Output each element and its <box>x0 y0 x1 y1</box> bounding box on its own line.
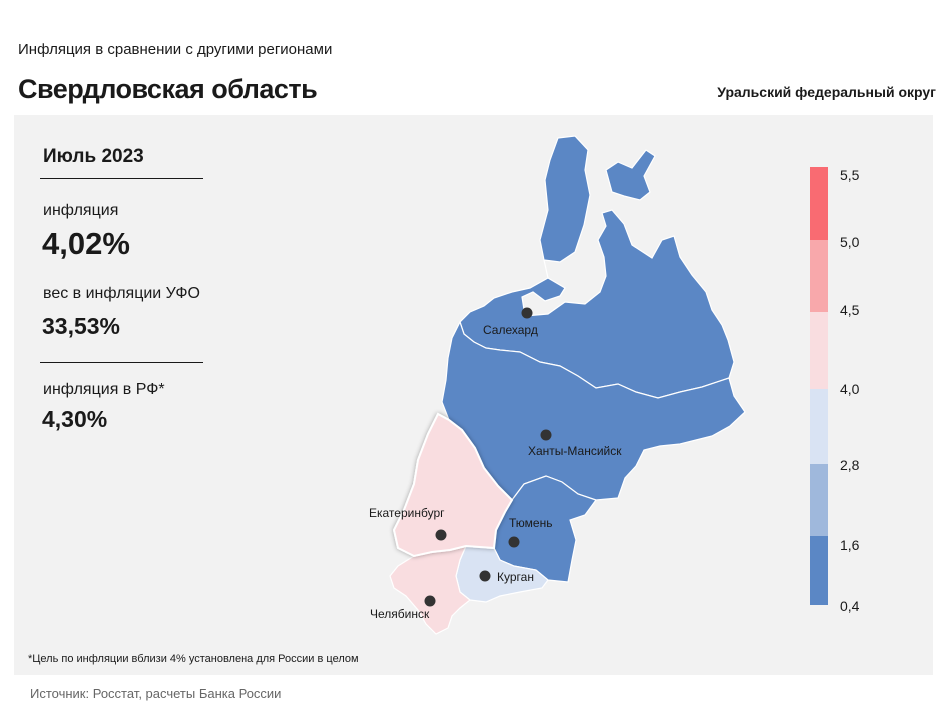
legend-swatch-2.8-4.0 <box>810 389 828 464</box>
legend-tick-5.5: 5,5 <box>840 167 860 183</box>
legend-swatch-5.0-5.5 <box>810 167 828 240</box>
rf-inflation-value: 4,30% <box>42 406 108 432</box>
city-marker-khanty-mansiysk <box>540 429 552 441</box>
source-note: Источник: Росстат, расчеты Банка России <box>30 686 282 701</box>
legend-swatch-4.0-4.5 <box>810 312 828 389</box>
city-label-salekhard: Салехард <box>483 323 538 337</box>
divider-bottom <box>40 362 203 363</box>
legend-tick-2.8: 2,8 <box>840 457 860 473</box>
region-yamal-nenets <box>459 135 735 399</box>
rf-inflation-label: инфляция в РФ* <box>43 381 165 398</box>
weight-label: вес в инфляции УФО <box>43 285 200 302</box>
legend-swatch-1.6-2.8 <box>810 464 828 536</box>
city-marker-salekhard <box>521 307 533 319</box>
city-label-kurgan: Курган <box>497 570 534 584</box>
weight-value: 33,53% <box>42 313 121 339</box>
chart-supertitle: Инфляция в сравнении с другими регионами <box>18 41 333 58</box>
city-marker-kurgan <box>479 570 491 582</box>
city-label-tyumen: Тюмень <box>509 516 552 530</box>
legend-swatch-4.5-5.0 <box>810 240 828 312</box>
city-label-khanty-mansiysk: Ханты-Мансийск <box>528 444 622 458</box>
legend-swatch-0.4-1.6 <box>810 536 828 605</box>
divider-top <box>40 178 203 179</box>
inflation-value: 4,02% <box>42 226 130 261</box>
footnote: *Цель по инфляции вблизи 4% установлена … <box>28 653 359 665</box>
legend-tick-5.0: 5,0 <box>840 234 860 250</box>
region-title: Свердловская область <box>18 74 318 104</box>
district-label: Уральский федеральный округ <box>717 84 936 100</box>
city-marker-tyumen <box>508 536 520 548</box>
inflation-label: инфляция <box>43 202 119 219</box>
legend-tick-0.4: 0,4 <box>840 598 860 614</box>
legend-tick-4.0: 4,0 <box>840 381 860 397</box>
period-label: Июль 2023 <box>43 146 144 167</box>
city-marker-chelyabinsk <box>424 595 436 607</box>
region-sverdlovsk <box>392 412 514 558</box>
city-label-yekaterinburg: Екатеринбург <box>369 506 445 520</box>
city-label-chelyabinsk: Челябинск <box>370 607 430 621</box>
city-marker-yekaterinburg <box>435 529 447 541</box>
legend-tick-4.5: 4,5 <box>840 302 860 318</box>
legend-tick-1.6: 1,6 <box>840 537 860 553</box>
